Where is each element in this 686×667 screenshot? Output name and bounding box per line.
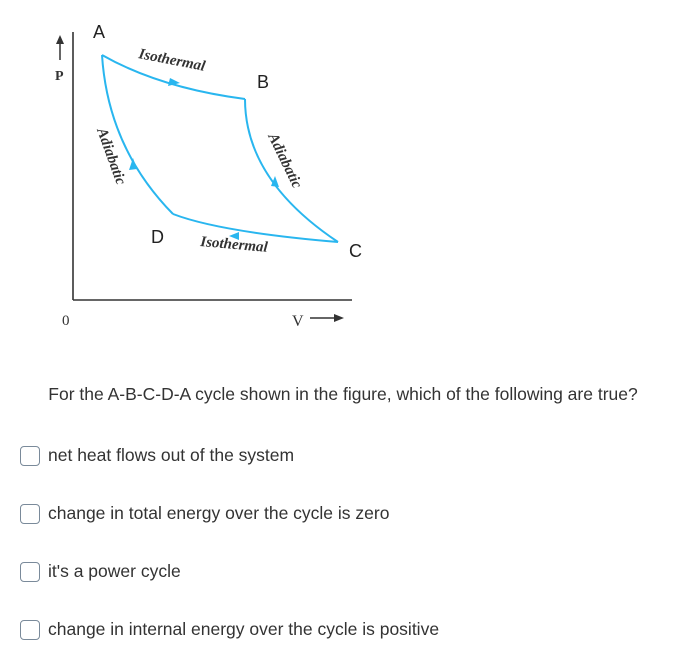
option-label: it's a power cycle xyxy=(48,561,181,581)
label-bc-adiabatic: Adiabatic xyxy=(264,130,305,191)
checkbox[interactable] xyxy=(20,619,40,640)
p-axis-arrow-icon xyxy=(56,35,64,60)
p-axis-label: P xyxy=(55,69,64,84)
checkbox[interactable] xyxy=(20,445,40,466)
axes xyxy=(72,32,352,301)
curve-da-adiabatic xyxy=(101,54,174,215)
option-total-energy[interactable]: change in total energy over the cycle is… xyxy=(20,503,389,524)
arrow-cd-icon xyxy=(229,232,239,240)
pv-diagram: P 0 V A B C D Isothermal Adiabatic Isoth… xyxy=(55,22,362,330)
option-label: change in internal energy over the cycle… xyxy=(48,619,440,639)
curve-bc-adiabatic xyxy=(244,98,339,243)
option-internal-energy[interactable]: change in internal energy over the cycle… xyxy=(20,619,439,640)
option-power-cycle[interactable]: it's a power cycle xyxy=(20,561,181,582)
curve-cd-isothermal xyxy=(172,213,339,243)
point-a-label: A xyxy=(93,22,105,42)
point-c-label: C xyxy=(349,241,362,261)
point-d-label: D xyxy=(151,227,164,247)
arrow-da-icon xyxy=(129,158,137,170)
option-label: change in total energy over the cycle is… xyxy=(48,503,390,523)
arrow-bc-icon xyxy=(271,176,279,187)
v-axis-label: V xyxy=(292,313,304,330)
label-ab-isothermal: Isothermal xyxy=(136,46,207,75)
point-b-label: B xyxy=(257,72,269,92)
v-axis-arrow-icon xyxy=(310,314,344,322)
origin-label: 0 xyxy=(62,313,70,329)
option-label: net heat flows out of the system xyxy=(48,445,295,465)
curve-ab-isothermal xyxy=(101,54,246,100)
checkbox[interactable] xyxy=(20,561,40,582)
label-da-adiabatic: Adiabatic xyxy=(93,125,129,187)
label-cd-isothermal: Isothermal xyxy=(199,234,269,256)
checkbox[interactable] xyxy=(20,503,40,524)
question-text: For the A-B-C-D-A cycle shown in the fig… xyxy=(48,384,638,404)
arrow-ab-icon xyxy=(168,78,180,86)
option-net-heat[interactable]: net heat flows out of the system xyxy=(20,445,294,466)
